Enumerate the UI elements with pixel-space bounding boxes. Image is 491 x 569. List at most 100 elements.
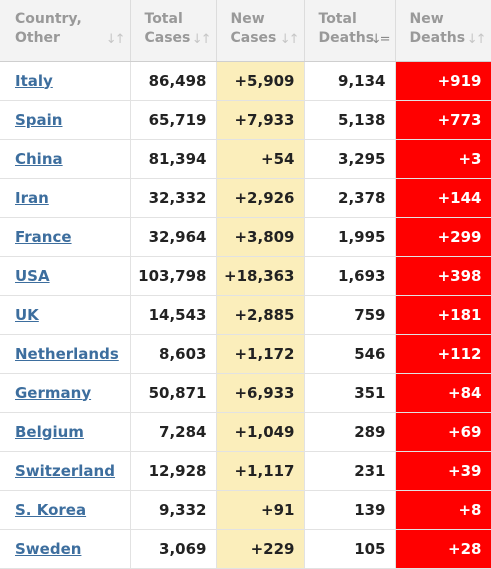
country-cell: UK <box>0 295 131 335</box>
new-cases-cell: +6,933 <box>216 373 305 413</box>
new-deaths-cell: +773 <box>395 100 491 140</box>
total-deaths-cell: 3,295 <box>304 139 396 179</box>
total-deaths-cell: 2,378 <box>304 178 396 218</box>
country-link[interactable]: Netherlands <box>15 344 119 363</box>
header-new-deaths[interactable]: New Deaths ↓↑ <box>395 0 491 62</box>
table-row: Spain 65,719 +7,933 5,138 +773 <box>0 100 491 140</box>
header-row: Country, Other ↓↑ Total Cases ↓↑ New Cas… <box>0 0 491 62</box>
total-cases-cell: 7,284 <box>130 412 217 452</box>
new-cases-cell: +91 <box>216 490 305 530</box>
total-deaths-cell: 9,134 <box>304 61 396 101</box>
new-deaths-cell: +299 <box>395 217 491 257</box>
country-link[interactable]: S. Korea <box>15 500 87 519</box>
country-link[interactable]: UK <box>15 305 39 324</box>
country-cell: Sweden <box>0 529 131 569</box>
header-country[interactable]: Country, Other ↓↑ <box>0 0 131 62</box>
total-deaths-cell: 5,138 <box>304 100 396 140</box>
total-cases-cell: 9,332 <box>130 490 217 530</box>
sort-desc-icon[interactable]: ↓= <box>370 31 391 47</box>
new-cases-cell: +2,926 <box>216 178 305 218</box>
country-cell: USA <box>0 256 131 296</box>
country-link[interactable]: Germany <box>15 383 92 402</box>
table-row: USA 103,798 +18,363 1,693 +398 <box>0 256 491 296</box>
new-deaths-cell: +28 <box>395 529 491 569</box>
table-row: Belgium 7,284 +1,049 289 +69 <box>0 412 491 452</box>
new-deaths-cell: +84 <box>395 373 491 413</box>
country-link[interactable]: Belgium <box>15 422 84 441</box>
total-cases-cell: 12,928 <box>130 451 217 491</box>
new-deaths-cell: +8 <box>395 490 491 530</box>
total-deaths-cell: 546 <box>304 334 396 374</box>
header-total-deaths[interactable]: Total Deaths ↓= <box>304 0 396 62</box>
total-deaths-cell: 1,995 <box>304 217 396 257</box>
new-deaths-cell: +398 <box>395 256 491 296</box>
total-cases-cell: 14,543 <box>130 295 217 335</box>
country-link[interactable]: Spain <box>15 110 63 129</box>
total-cases-cell: 8,603 <box>130 334 217 374</box>
table-row: S. Korea 9,332 +91 139 +8 <box>0 490 491 530</box>
country-link[interactable]: Sweden <box>15 539 82 558</box>
new-cases-cell: +5,909 <box>216 61 305 101</box>
table-row: Iran 32,332 +2,926 2,378 +144 <box>0 178 491 218</box>
country-cell: Iran <box>0 178 131 218</box>
new-cases-cell: +2,885 <box>216 295 305 335</box>
new-cases-cell: +54 <box>216 139 305 179</box>
total-deaths-cell: 231 <box>304 451 396 491</box>
country-link[interactable]: Iran <box>15 188 49 207</box>
table-row: Netherlands 8,603 +1,172 546 +112 <box>0 334 491 374</box>
total-cases-cell: 86,498 <box>130 61 217 101</box>
total-deaths-cell: 105 <box>304 529 396 569</box>
country-link[interactable]: France <box>15 227 72 246</box>
new-cases-cell: +1,172 <box>216 334 305 374</box>
new-deaths-cell: +181 <box>395 295 491 335</box>
total-deaths-cell: 351 <box>304 373 396 413</box>
new-deaths-cell: +919 <box>395 61 491 101</box>
sort-icon[interactable]: ↓↑ <box>466 31 487 47</box>
sort-icon[interactable]: ↓↑ <box>191 31 212 47</box>
total-cases-cell: 32,964 <box>130 217 217 257</box>
new-cases-cell: +3,809 <box>216 217 305 257</box>
country-cell: China <box>0 139 131 179</box>
country-link[interactable]: Italy <box>15 71 53 90</box>
country-cell: Belgium <box>0 412 131 452</box>
new-cases-cell: +1,049 <box>216 412 305 452</box>
country-link[interactable]: USA <box>15 266 50 285</box>
new-cases-cell: +229 <box>216 529 305 569</box>
country-cell: S. Korea <box>0 490 131 530</box>
sort-icon[interactable]: ↓↑ <box>105 31 126 47</box>
total-cases-cell: 3,069 <box>130 529 217 569</box>
table-row: UK 14,543 +2,885 759 +181 <box>0 295 491 335</box>
new-cases-cell: +1,117 <box>216 451 305 491</box>
country-cell: France <box>0 217 131 257</box>
header-new-cases[interactable]: New Cases ↓↑ <box>216 0 305 62</box>
total-cases-cell: 81,394 <box>130 139 217 179</box>
table-row: Italy 86,498 +5,909 9,134 +919 <box>0 61 491 101</box>
header-total-cases[interactable]: Total Cases ↓↑ <box>130 0 217 62</box>
new-deaths-cell: +39 <box>395 451 491 491</box>
total-deaths-cell: 1,693 <box>304 256 396 296</box>
total-deaths-cell: 289 <box>304 412 396 452</box>
country-cell: Germany <box>0 373 131 413</box>
total-deaths-cell: 759 <box>304 295 396 335</box>
new-deaths-cell: +3 <box>395 139 491 179</box>
new-cases-cell: +18,363 <box>216 256 305 296</box>
sort-icon[interactable]: ↓↑ <box>279 31 300 47</box>
new-deaths-cell: +144 <box>395 178 491 218</box>
table-row: France 32,964 +3,809 1,995 +299 <box>0 217 491 257</box>
country-link[interactable]: China <box>15 149 63 168</box>
new-deaths-cell: +69 <box>395 412 491 452</box>
country-cell: Italy <box>0 61 131 101</box>
table-row: China 81,394 +54 3,295 +3 <box>0 139 491 179</box>
country-link[interactable]: Switzerland <box>15 461 115 480</box>
total-cases-cell: 50,871 <box>130 373 217 413</box>
total-cases-cell: 32,332 <box>130 178 217 218</box>
table-row: Switzerland 12,928 +1,117 231 +39 <box>0 451 491 491</box>
new-cases-cell: +7,933 <box>216 100 305 140</box>
country-cell: Switzerland <box>0 451 131 491</box>
country-cell: Spain <box>0 100 131 140</box>
new-deaths-cell: +112 <box>395 334 491 374</box>
table-row: Sweden 3,069 +229 105 +28 <box>0 529 491 569</box>
total-cases-cell: 65,719 <box>130 100 217 140</box>
country-cell: Netherlands <box>0 334 131 374</box>
